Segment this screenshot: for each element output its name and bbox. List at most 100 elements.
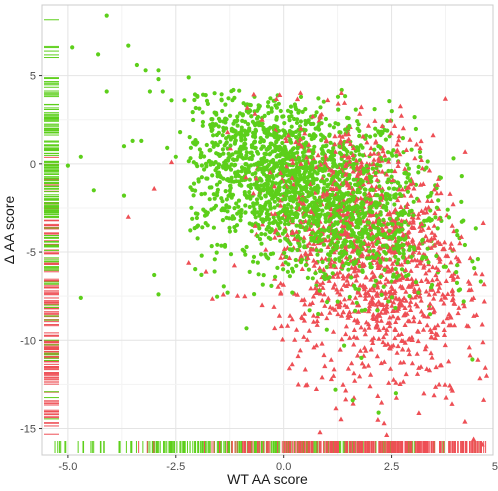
data-point-circle (454, 270, 459, 275)
data-point-circle (334, 164, 339, 169)
data-point-triangle (410, 217, 416, 223)
data-point-circle (227, 205, 232, 210)
data-point-circle (395, 180, 400, 185)
data-point-triangle (374, 318, 380, 323)
data-point-triangle (326, 278, 332, 283)
data-point-triangle (442, 342, 448, 348)
data-point-circle (209, 244, 214, 249)
data-point-triangle (416, 197, 422, 203)
data-point-circle (325, 227, 330, 233)
data-point-circle (424, 165, 429, 170)
data-point-circle (333, 182, 338, 187)
data-point-triangle (479, 271, 485, 277)
data-point-triangle (295, 381, 301, 387)
data-point-circle (204, 142, 209, 148)
data-point-circle (229, 89, 234, 94)
data-point-circle (390, 222, 395, 227)
data-point-triangle (350, 145, 357, 151)
data-point-circle (267, 152, 272, 157)
data-point-circle (472, 266, 477, 271)
data-point-triangle (428, 245, 434, 250)
data-point-triangle (405, 276, 411, 281)
data-point-circle (317, 234, 322, 239)
data-point-circle (344, 221, 349, 226)
data-point-triangle (402, 166, 408, 171)
data-point-triangle (314, 279, 320, 284)
data-point-circle (331, 158, 337, 163)
data-point-circle (397, 212, 402, 217)
data-point-triangle (364, 198, 370, 204)
data-point-circle (247, 156, 252, 161)
data-point-circle (371, 248, 376, 253)
data-point-circle (283, 146, 288, 151)
data-point-circle (290, 290, 295, 295)
data-point-circle (311, 235, 316, 240)
data-point-triangle (314, 318, 320, 323)
data-point-circle (238, 182, 243, 187)
data-point-circle (407, 294, 412, 299)
data-point-circle (393, 266, 398, 272)
data-point-circle (283, 154, 288, 159)
data-point-triangle (414, 263, 420, 268)
y-tick-label: -5 (26, 247, 36, 259)
data-point-triangle (351, 341, 357, 347)
data-point-circle (327, 275, 332, 280)
data-point-circle (339, 229, 344, 234)
data-point-circle (284, 179, 289, 184)
data-point-circle (356, 236, 361, 241)
data-point-circle (252, 133, 257, 138)
data-point-triangle (386, 380, 392, 385)
data-point-circle (240, 247, 245, 252)
data-point-circle (220, 218, 225, 223)
data-point-circle (224, 215, 229, 220)
data-point-circle (285, 173, 290, 178)
data-point-triangle (400, 125, 406, 131)
data-point-circle (239, 178, 245, 183)
data-point-triangle (319, 256, 325, 261)
data-point-circle (360, 207, 365, 212)
data-point-circle (317, 238, 322, 243)
data-point-triangle (424, 366, 430, 371)
data-point-triangle (405, 284, 411, 289)
data-point-triangle (340, 273, 346, 278)
data-point-circle (357, 232, 362, 237)
x-axis-title: WT AA score (227, 471, 308, 487)
data-point-circle (414, 280, 419, 285)
data-point-circle (307, 308, 312, 313)
data-point-triangle (373, 302, 379, 307)
data-point-triangle (360, 133, 366, 139)
data-point-circle (337, 258, 342, 263)
data-point-circle (387, 99, 392, 104)
data-point-triangle (366, 292, 372, 298)
data-point-circle (360, 269, 365, 274)
data-point-triangle (359, 162, 365, 168)
data-point-triangle (392, 335, 398, 341)
data-point-circle (262, 165, 267, 170)
data-point-triangle (354, 335, 360, 340)
data-point-triangle (402, 310, 408, 316)
data-point-triangle (350, 152, 356, 158)
data-point-triangle (432, 291, 438, 296)
data-point-triangle (449, 288, 455, 294)
data-point-triangle (328, 376, 334, 382)
data-point-triangle (295, 353, 301, 359)
data-point-circle (276, 128, 282, 133)
data-point-triangle (382, 152, 388, 158)
data-point-triangle (272, 234, 278, 240)
data-point-triangle (434, 240, 440, 245)
data-point-circle (323, 216, 328, 221)
data-point-circle (335, 240, 341, 245)
data-point-circle (309, 155, 314, 160)
data-point-triangle (304, 155, 310, 160)
data-point-triangle (450, 291, 456, 297)
data-point-circle (266, 127, 271, 132)
data-point-triangle (380, 339, 386, 345)
data-point-triangle (409, 276, 415, 281)
data-point-circle (403, 210, 408, 216)
data-point-circle (258, 189, 263, 194)
data-point-triangle (334, 270, 340, 276)
data-point-triangle (311, 257, 317, 263)
data-point-triangle (315, 289, 321, 295)
data-point-circle (373, 278, 378, 283)
data-point-circle (203, 161, 209, 166)
